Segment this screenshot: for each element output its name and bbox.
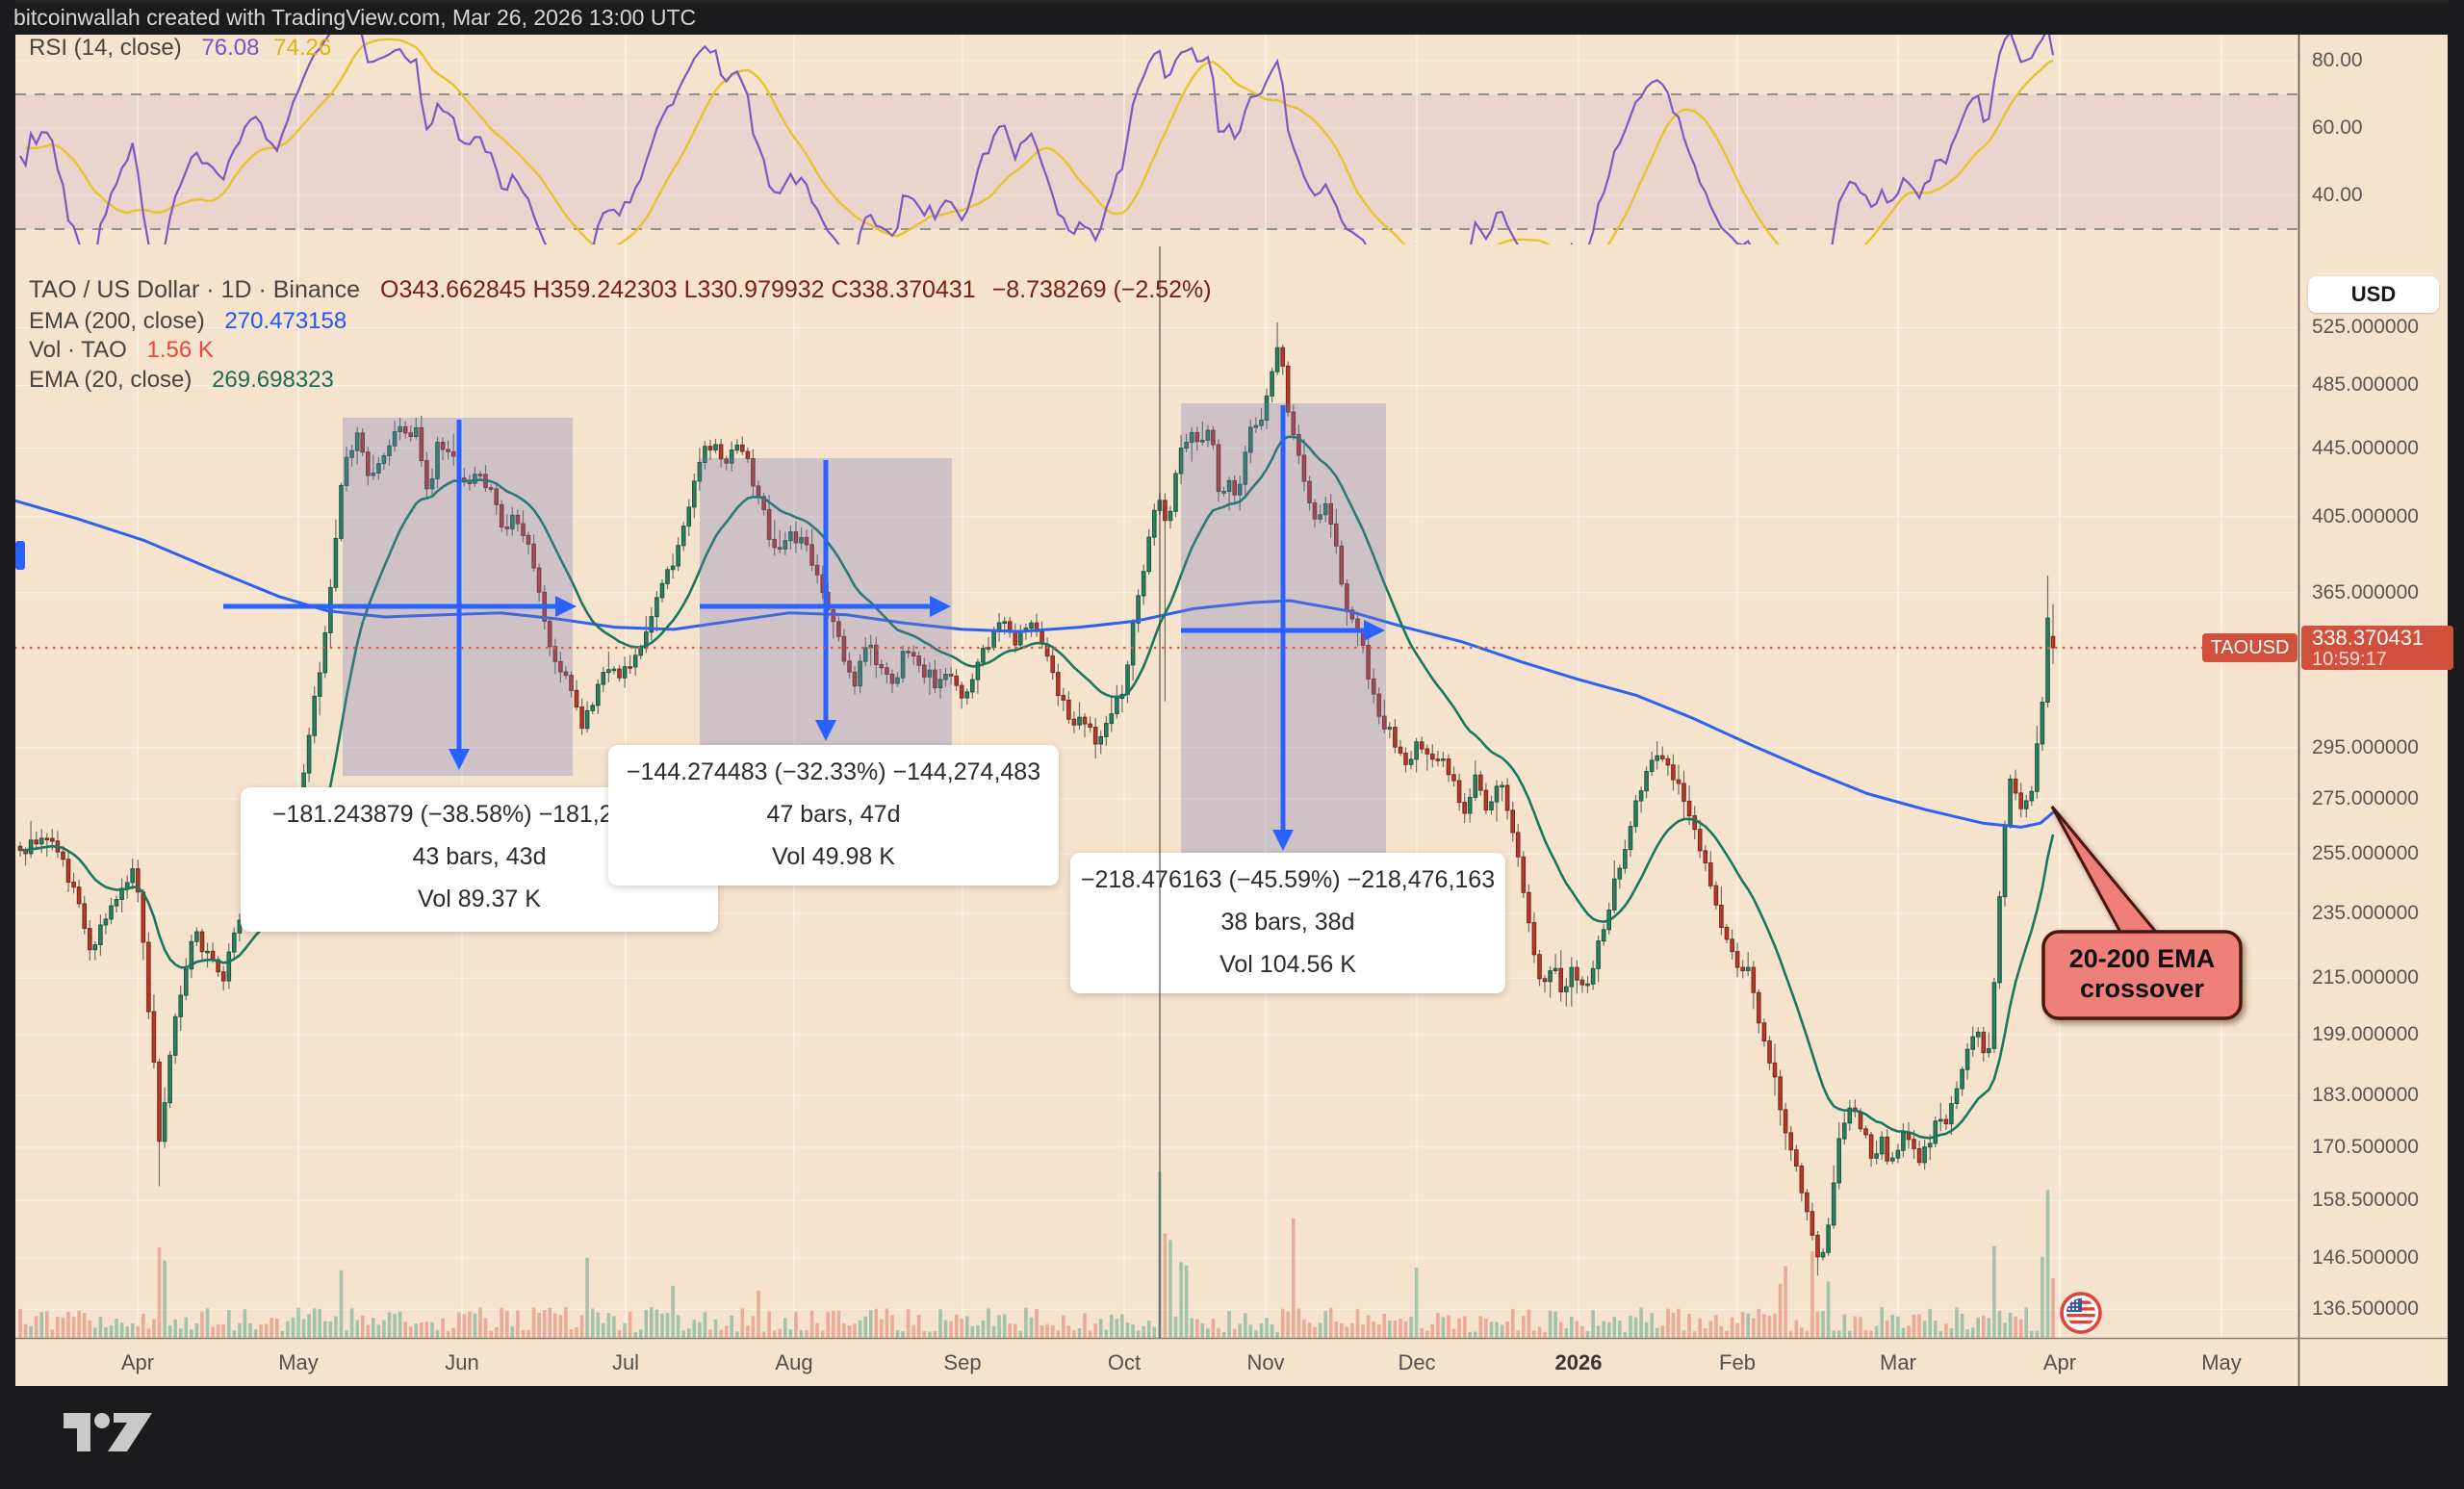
us-flag-graphic bbox=[2066, 1298, 2095, 1327]
attribution-text: bitcoinwallah created with TradingView.c… bbox=[13, 5, 697, 30]
volume-label: Vol · TAO bbox=[29, 337, 127, 363]
ema200-legend-row[interactable]: EMA (200, close) 270.473158 bbox=[29, 308, 346, 335]
time-tick-label: Dec bbox=[1398, 1350, 1436, 1374]
time-tick-label: Feb bbox=[1719, 1350, 1756, 1374]
ema200-label: EMA (200, close) bbox=[29, 308, 205, 334]
brand-bar: TradingView bbox=[0, 1386, 2464, 1489]
time-tick-label: Apr bbox=[2042, 1350, 2077, 1374]
volume-value: 1.56 K bbox=[146, 337, 214, 363]
ema20-value: 269.698323 bbox=[212, 367, 334, 393]
price-tick-label: 235.000000 bbox=[2312, 901, 2419, 924]
time-tick-label: Nov bbox=[1246, 1350, 1285, 1374]
time-tick-label: Jun bbox=[445, 1350, 479, 1374]
callout-annotation[interactable]: 20-200 EMA crossover bbox=[2043, 944, 2241, 1004]
price-tick-label: 215.000000 bbox=[2312, 966, 2419, 989]
measure-1-line2: 43 bars, 43d bbox=[412, 843, 547, 870]
price-tick-label: 275.000000 bbox=[2312, 786, 2419, 809]
rsi-legend-label: RSI (14, close) bbox=[29, 35, 182, 61]
rsi-tick-label: 80.00 bbox=[2312, 49, 2363, 71]
measure-label-3[interactable]: −218.476163 (−45.59%) −218,476,163 38 ba… bbox=[1070, 853, 1505, 993]
measure-1-line3: Vol 89.37 K bbox=[418, 886, 541, 912]
symbol-title: TAO / US Dollar · 1D · Binance bbox=[29, 276, 361, 303]
bar-countdown: 10:59:17 bbox=[2312, 648, 2387, 670]
time-tick-label: Jul bbox=[611, 1350, 640, 1374]
last-price-value: 338.370431 bbox=[2312, 625, 2425, 650]
currency-label: USD bbox=[2350, 282, 2397, 306]
time-tick-label: Apr bbox=[120, 1350, 155, 1374]
price-tick-label: 485.000000 bbox=[2312, 373, 2419, 397]
callout-line2: crossover bbox=[2079, 974, 2205, 1003]
price-tick-label: 136.500000 bbox=[2312, 1297, 2419, 1321]
time-tick-label: Oct bbox=[1107, 1350, 1142, 1374]
time-tick-label: Sep bbox=[943, 1350, 982, 1374]
time-tick-label: May bbox=[2201, 1350, 2242, 1374]
ema20-legend-row[interactable]: EMA (20, close) 269.698323 bbox=[29, 367, 334, 394]
symbol-legend-row[interactable]: TAO / US Dollar · 1D · Binance O343.6628… bbox=[29, 276, 1212, 304]
last-price-badge: 338.370431 10:59:17 bbox=[2301, 625, 2453, 670]
price-tick-label: 295.000000 bbox=[2312, 735, 2419, 758]
currency-toggle-button[interactable]: USD bbox=[2308, 276, 2439, 313]
rsi-tick-label: 40.00 bbox=[2312, 184, 2363, 206]
crosshair-vertical-line bbox=[1158, 246, 1161, 1338]
attribution-bar: bitcoinwallah created with TradingView.c… bbox=[0, 0, 2464, 35]
ema20-label: EMA (20, close) bbox=[29, 367, 192, 393]
callout-line1: 20-200 EMA bbox=[2068, 944, 2216, 973]
us-flag-event-icon[interactable] bbox=[2059, 1291, 2103, 1335]
measure-label-2[interactable]: −144.274483 (−32.33%) −144,274,483 47 ba… bbox=[608, 745, 1059, 886]
measure-3-line2: 38 bars, 38d bbox=[1220, 909, 1355, 936]
measure-3-line3: Vol 104.56 K bbox=[1219, 951, 1356, 978]
rsi-legend[interactable]: RSI (14, close) 76.08 74.26 bbox=[29, 35, 331, 62]
tradingview-logo-mark[interactable] bbox=[64, 1411, 160, 1459]
measure-3-line1: −218.476163 (−45.59%) −218,476,163 bbox=[1080, 866, 1496, 893]
price-line-symbol-tag: TAOUSD bbox=[2202, 632, 2297, 662]
price-tick-label: 183.000000 bbox=[2312, 1084, 2419, 1107]
rsi-signal-value: 74.26 bbox=[273, 35, 332, 61]
symbol-tag-label: TAOUSD bbox=[2210, 636, 2290, 658]
time-tick-label: Aug bbox=[775, 1350, 813, 1374]
volume-legend-row[interactable]: Vol · TAO 1.56 K bbox=[29, 337, 214, 364]
time-axis[interactable] bbox=[15, 1338, 2298, 1386]
time-tick-label: Mar bbox=[1880, 1350, 1916, 1374]
measure-2-line2: 47 bars, 47d bbox=[766, 801, 901, 828]
price-tick-label: 365.000000 bbox=[2312, 580, 2419, 603]
rsi-tick-label: 60.00 bbox=[2312, 116, 2363, 139]
rsi-value: 76.08 bbox=[201, 35, 260, 61]
price-tick-label: 255.000000 bbox=[2312, 842, 2419, 865]
price-tick-label: 199.000000 bbox=[2312, 1022, 2419, 1045]
price-tick-label: 525.000000 bbox=[2312, 316, 2419, 339]
ohlc-values: O343.662845 H359.242303 L330.979932 C338… bbox=[380, 276, 976, 303]
price-tick-label: 445.000000 bbox=[2312, 436, 2419, 459]
time-tick-label: 2026 bbox=[1554, 1350, 1603, 1374]
price-tick-label: 405.000000 bbox=[2312, 504, 2419, 527]
price-tick-label: 158.500000 bbox=[2312, 1189, 2419, 1212]
time-tick-label: May bbox=[278, 1350, 319, 1374]
measure-2-line1: −144.274483 (−32.33%) −144,274,483 bbox=[626, 758, 1041, 785]
price-tick-label: 170.500000 bbox=[2312, 1135, 2419, 1158]
ema200-value: 270.473158 bbox=[224, 308, 347, 334]
price-axis[interactable] bbox=[2299, 35, 2448, 1386]
price-tick-label: 146.500000 bbox=[2312, 1245, 2419, 1269]
measure-2-line3: Vol 49.98 K bbox=[772, 843, 895, 870]
change-value: −8.738269 (−2.52%) bbox=[991, 276, 1212, 303]
